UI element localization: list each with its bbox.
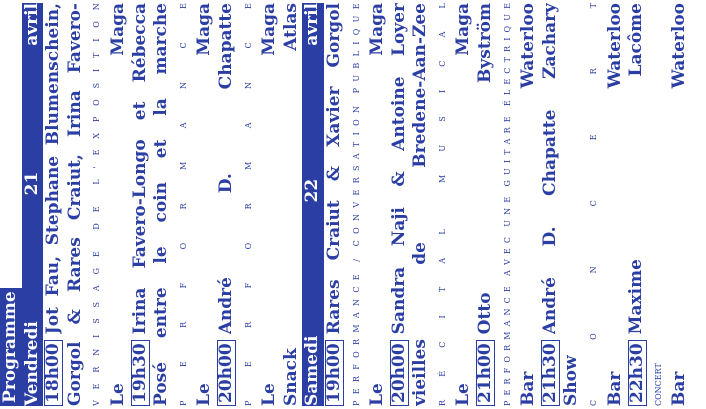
- event-title: vieilles de Bredene-Aan-Zee: [410, 3, 431, 406]
- event-line: vieilles de Bredene-Aan-Zee: [410, 3, 432, 406]
- event-line: 19h30 Irina Favero-Longo et Rébecca Konfo…: [130, 3, 152, 406]
- event-venue: Le Maga: [107, 3, 128, 406]
- event-venue-row: Le Maga: [453, 3, 475, 406]
- event-line: 20h00 André D. Chapatte: [216, 3, 238, 406]
- event-time: 22h30: [627, 340, 647, 406]
- event-title: Posé entre le coin et la marche: [151, 3, 172, 406]
- event-title: André D. Chapatte Zachary Airhorn: [539, 3, 560, 335]
- day-footer-row: Snack Atlas: [281, 3, 303, 406]
- event-line: 19h00 Rares Craiut & Xavier Gorgol: [324, 3, 346, 406]
- event-time: 21h00: [475, 340, 496, 406]
- event-venue: Bar Waterloo: [518, 3, 539, 406]
- day-band: Samedi 22 avril: [302, 3, 324, 406]
- event-venue: Bar Waterloo: [604, 3, 625, 406]
- event-venue-row: Bar Waterloo: [518, 3, 540, 406]
- event-time: 19h00: [324, 340, 345, 406]
- event-kind-row: CONCERT: [648, 3, 670, 406]
- day-heading: Vendredi 21 avril: [22, 3, 44, 406]
- event-line: Gorgol & Rares Craiut, Irina Favero-Long…: [65, 3, 87, 406]
- event-line: 22h30 Maxime Lacôme: [626, 3, 648, 406]
- event-line: Show: [561, 3, 583, 406]
- day-band: Vendredi 21 avril: [21, 3, 44, 406]
- event-title: Irina Favero-Longo et Rébecca Konforti: [129, 3, 150, 335]
- event-venue-row: Le Maga: [367, 3, 389, 406]
- event-title: Show: [561, 355, 582, 406]
- event-title: Rares Craiut & Xavier Gorgol: [323, 3, 344, 335]
- day-date: 21: [21, 171, 42, 196]
- event-line: 20h00 Sandra Naji & Antoine Loyer Rituel …: [389, 3, 411, 406]
- event-time: 20h00: [389, 340, 409, 406]
- event-time: 20h00: [216, 340, 237, 406]
- event-line: 21h30 André D. Chapatte Zachary Airhorn: [540, 3, 562, 406]
- event-line: Posé entre le coin et la marche: [151, 3, 173, 406]
- event-line: 18h00 Jot Fau, Stephane Blumenschein, Xav…: [43, 3, 65, 406]
- event-title: Gorgol & Rares Craiut, Irina Favero-Long…: [64, 3, 85, 406]
- event-venue: Le Maga: [259, 3, 280, 406]
- event-venue: Bar Waterloo: [669, 3, 690, 406]
- event-venue-row: Le Maga: [108, 3, 130, 406]
- event-line: 21h00 Otto Byström: [475, 3, 497, 406]
- title: Programme: [0, 288, 22, 406]
- event-venue: Le Maga: [453, 3, 474, 406]
- day-heading: Samedi 22 avril: [302, 3, 324, 406]
- event-time: 21h30: [540, 340, 561, 406]
- event-venue: Le Maga: [367, 3, 388, 406]
- header-row: Programme: [0, 3, 22, 406]
- event-kind: CONCERT: [653, 363, 663, 406]
- event-venue-row: Le Maga: [194, 3, 216, 406]
- day-name: Samedi: [302, 335, 323, 406]
- event-title: Sandra Naji & Antoine Loyer Rituel des: [388, 3, 409, 335]
- event-title: André D. Chapatte: [215, 3, 236, 335]
- event-venue-row: Le Maga: [259, 3, 281, 406]
- event-title: Otto Byström: [475, 3, 496, 335]
- day-month: avril: [21, 3, 42, 46]
- event-title: Maxime Lacôme: [626, 3, 647, 335]
- event-time: 18h00: [43, 340, 64, 406]
- event-title: Jot Fau, Stephane Blumenschein, Xavier: [43, 3, 64, 335]
- day-date: 22: [302, 178, 323, 203]
- event-time: 19h30: [130, 340, 150, 406]
- event-venue: Le Maga: [194, 3, 215, 406]
- day-name: Vendredi: [21, 321, 42, 406]
- event-venue-row: Bar Waterloo: [669, 3, 691, 406]
- day-footer: Snack Atlas: [280, 3, 301, 406]
- event-venue-row: Bar Waterloo: [605, 3, 627, 406]
- day-month: avril: [302, 3, 323, 46]
